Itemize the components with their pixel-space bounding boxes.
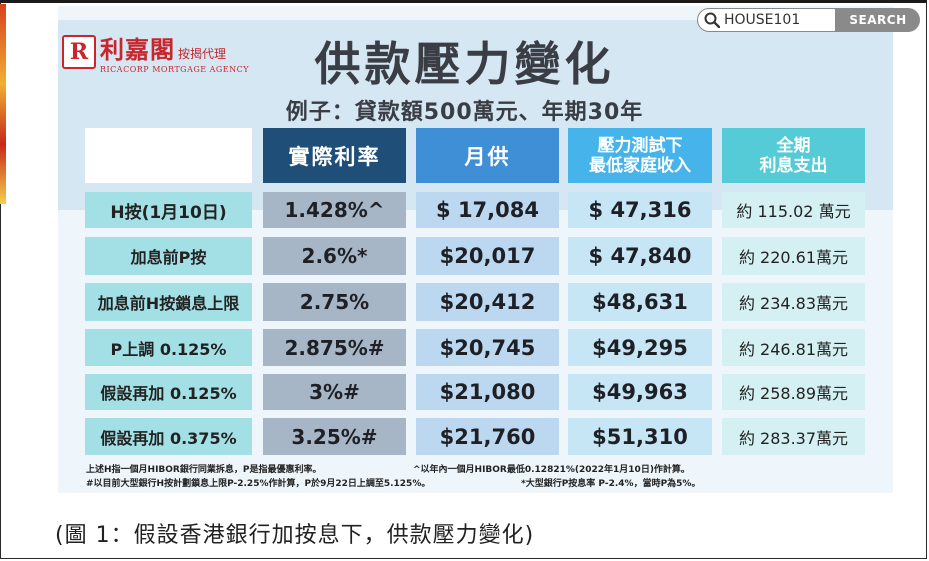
row-min-income: $49,963 [568,374,712,410]
row-rate: 2.75% [263,283,406,321]
logo-name-cn: 利嘉閣 [100,35,175,64]
row-label: P上調 0.125% [85,329,252,366]
row-min-income: $ 47,840 [568,237,712,275]
row-rate: 1.428%^ [263,192,406,228]
search-button[interactable]: SEARCH [836,8,920,32]
row-rate: 2.6%* [263,237,406,275]
row-total-interest: 約 258.89萬元 [722,374,865,410]
search-box[interactable] [697,8,836,32]
search-icon [704,12,720,28]
row-monthly: $ 17,084 [416,192,559,228]
row-min-income: $51,310 [568,418,712,455]
row-label: 假設再加 0.375% [85,418,252,455]
logo-tag-cn: 按揭代理 [178,47,227,61]
row-total-interest: 約 115.02 萬元 [722,192,865,228]
row-rate: 3%# [263,374,406,410]
header-min-income: 壓力測試下 最低家庭收入 [568,128,712,183]
row-total-interest: 約 246.81萬元 [722,329,865,366]
footnote-p-rate: *大型銀行P按息率 P-2.4%，當時P為5%。 [521,479,701,489]
ricacorp-logo: R 利嘉閣 按揭代理 RICACORP MORTGAGE AGENCY [62,30,249,74]
search-bar: SEARCH [697,8,920,32]
row-label: 加息前H按鎖息上限 [85,283,252,321]
row-monthly: $20,745 [416,329,559,366]
header-rate: 實際利率 [263,128,406,183]
row-monthly: $20,412 [416,283,559,321]
header-blank-cell [85,128,252,183]
search-input[interactable] [720,12,824,28]
header-total-interest: 全期 利息支出 [722,128,865,183]
row-label: 加息前P按 [85,237,252,275]
logo-name-en: RICACORP MORTGAGE AGENCY [100,65,250,74]
row-total-interest: 約 234.83萬元 [722,283,865,321]
row-total-interest: 約 283.37萬元 [722,418,865,455]
row-monthly: $21,760 [416,418,559,455]
infographic-title: 供款壓力變化 [314,37,615,91]
logo-mark: R [62,35,96,69]
row-monthly: $21,080 [416,374,559,410]
footnote-hibor: 上述H指一個月HIBOR銀行同業拆息，P是指最優惠利率。 [86,465,322,475]
footnote-hibor-low: ^以年內一個月HIBOR最低0.12821%(2022年1月10日)作計算。 [413,465,690,475]
row-monthly: $20,017 [416,237,559,275]
side-thumbnail-strip [0,4,6,204]
header-monthly: 月供 [416,128,559,183]
row-min-income: $49,295 [568,329,712,366]
row-total-interest: 約 220.61萬元 [722,237,865,275]
row-rate: 2.875%# [263,329,406,366]
infographic-subtitle: 例子：貸款額500萬元、年期30年 [285,100,644,125]
row-min-income: $48,631 [568,283,712,321]
footnote-cap: #以目前大型銀行H按計劃鎖息上限P-2.25%作計算，P於9月22日上調至5.1… [86,479,431,489]
row-rate: 3.25%# [263,418,406,455]
row-label: H按(1月10日) [85,192,252,228]
row-min-income: $ 47,316 [568,192,712,228]
figure-caption: (圖 1：假設香港銀行加按息下，供款壓力變化) [55,523,535,548]
row-label: 假設再加 0.125% [85,374,252,410]
